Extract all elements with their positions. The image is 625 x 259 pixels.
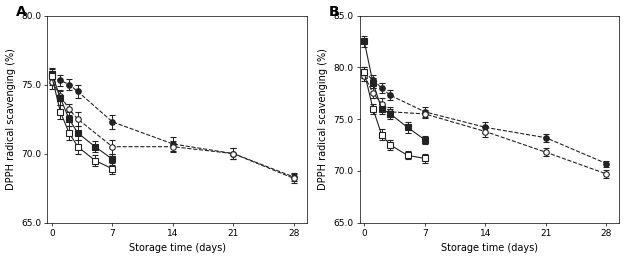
- Y-axis label: DPPH radical scavenging (%): DPPH radical scavenging (%): [6, 48, 16, 190]
- X-axis label: Storage time (days): Storage time (days): [129, 243, 226, 254]
- Text: A: A: [16, 5, 27, 19]
- X-axis label: Storage time (days): Storage time (days): [441, 243, 538, 254]
- Y-axis label: DPPH radical scavenging (%): DPPH radical scavenging (%): [318, 48, 328, 190]
- Text: B: B: [329, 5, 339, 19]
